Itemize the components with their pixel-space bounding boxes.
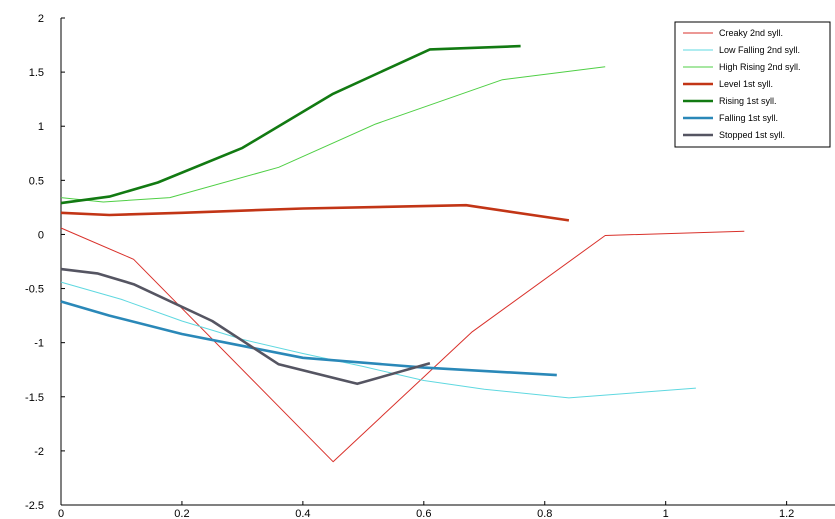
y-tick-label: 0.5 <box>29 175 44 187</box>
series-line-high-rising-2nd-syll <box>60 66 606 203</box>
y-tick-label: 1 <box>38 121 44 133</box>
legend-label: Level 1st syll. <box>719 79 773 89</box>
legend-label: Stopped 1st syll. <box>719 130 785 140</box>
series-lines <box>60 44 745 463</box>
legend-label: Low Falling 2nd syll. <box>719 45 800 55</box>
legend: Creaky 2nd syll. Low Falling 2nd syll. Hig… <box>674 21 831 148</box>
y-tick-label: 1.5 <box>29 67 44 79</box>
x-tick-label: 0.6 <box>416 508 431 519</box>
x-tick-label: 0.4 <box>295 508 310 519</box>
x-tick-label: 1.2 <box>779 508 794 519</box>
series-line-level-1st-syll <box>60 203 570 222</box>
series-line-stopped-1st-syll <box>60 267 431 386</box>
x-tick-label: 0 <box>58 508 64 519</box>
x-tick-label: 0.2 <box>174 508 189 519</box>
y-tick-label: -1.5 <box>25 392 44 404</box>
x-tick-label: 0.8 <box>537 508 552 519</box>
legend-label: High Rising 2nd syll. <box>719 62 801 72</box>
series-line-low-falling-2nd-syll <box>60 281 696 399</box>
series-line-rising-1st-syll <box>60 44 521 205</box>
y-tick-label: 0 <box>38 229 44 241</box>
y-tick-label: 2 <box>38 13 44 25</box>
series-line-creaky-2nd-syll <box>60 227 745 463</box>
y-tick-label: -2 <box>34 446 44 458</box>
x-tick-label: 1 <box>663 508 669 519</box>
series-line-falling-1st-syll <box>60 300 557 377</box>
legend-label: Falling 1st syll. <box>719 113 778 123</box>
y-tick-label: -0.5 <box>25 284 44 296</box>
axes: 0 0.2 0.4 0.6 0.8 1 1.2 2 1.5 1 0.5 0 -0.5 -1 -1.5 -2 -2… <box>25 13 835 519</box>
legend-label: Creaky 2nd syll. <box>719 28 783 38</box>
y-tick-label: -1 <box>34 338 44 350</box>
y-tick-label: -2.5 <box>25 500 44 512</box>
legend-label: Rising 1st syll. <box>719 96 777 106</box>
